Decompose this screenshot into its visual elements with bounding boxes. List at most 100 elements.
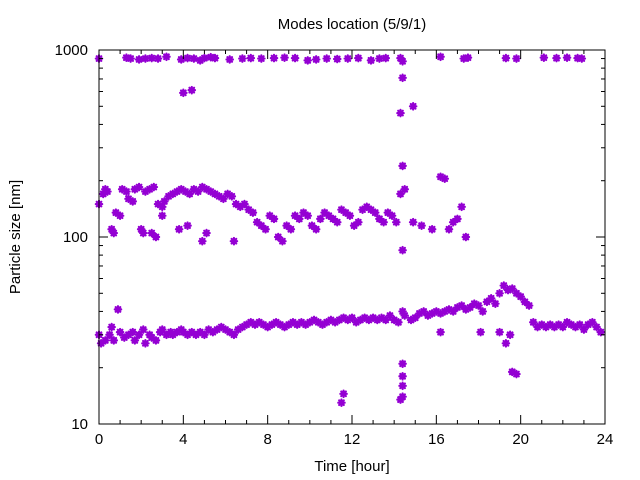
data-point	[151, 336, 161, 345]
data-point	[183, 53, 192, 63]
data-point	[242, 320, 251, 329]
data-point	[280, 322, 289, 332]
data-point	[122, 187, 131, 196]
data-point	[250, 320, 260, 329]
data-point	[122, 53, 131, 62]
data-point	[453, 303, 462, 312]
data-point	[396, 395, 405, 404]
data-point	[107, 224, 116, 234]
data-point	[198, 236, 207, 246]
data-points	[94, 52, 606, 407]
data-point	[214, 192, 224, 201]
data-point	[512, 369, 521, 379]
data-point	[210, 189, 220, 199]
data-point	[332, 217, 342, 227]
data-point	[358, 205, 367, 214]
data-point	[164, 192, 173, 201]
data-point	[444, 305, 454, 314]
data-point	[246, 53, 256, 63]
data-point	[337, 205, 346, 214]
data-point	[103, 187, 112, 196]
data-point	[415, 309, 424, 318]
data-point	[491, 299, 500, 308]
data-point	[219, 194, 228, 204]
data-point	[503, 285, 513, 295]
data-point	[381, 53, 391, 63]
data-point	[273, 232, 283, 242]
y-tick-label: 100	[63, 229, 88, 246]
data-point	[389, 315, 399, 325]
data-point	[151, 232, 161, 242]
data-point	[326, 315, 336, 325]
data-point	[463, 53, 473, 62]
data-point	[408, 217, 418, 227]
data-point	[387, 211, 397, 220]
data-point	[271, 317, 281, 327]
data-point	[290, 53, 300, 63]
data-point	[469, 299, 479, 308]
x-tick-label: 20	[512, 431, 529, 448]
data-point	[370, 208, 380, 217]
data-point	[288, 317, 298, 327]
chart-title: Modes location (5/9/1)	[278, 16, 426, 33]
data-point	[134, 55, 144, 64]
data-point	[223, 189, 232, 199]
data-point	[566, 320, 576, 329]
data-point	[187, 85, 197, 95]
data-point	[153, 199, 163, 209]
data-point	[181, 187, 190, 196]
data-point	[512, 54, 521, 63]
data-point	[212, 325, 222, 334]
data-point	[349, 221, 359, 230]
data-point	[187, 327, 197, 337]
data-point	[354, 53, 363, 63]
y-axis-label: Particle size [nm]	[7, 180, 24, 294]
data-point	[408, 101, 418, 111]
data-point	[341, 208, 350, 217]
data-point	[282, 221, 291, 230]
data-point	[516, 292, 525, 301]
data-point	[505, 330, 515, 340]
data-point	[478, 307, 488, 316]
data-point	[398, 245, 407, 255]
data-point	[303, 211, 313, 220]
data-point	[571, 322, 580, 332]
data-point	[436, 327, 445, 337]
data-point	[261, 224, 270, 234]
data-point	[269, 214, 279, 224]
data-point	[368, 313, 378, 323]
data-point	[307, 221, 317, 230]
data-point	[453, 214, 462, 224]
data-point	[128, 327, 138, 337]
data-point	[141, 54, 150, 63]
data-point	[465, 303, 475, 312]
data-point	[398, 161, 407, 171]
data-point	[396, 108, 405, 118]
data-point	[147, 53, 157, 63]
data-point	[322, 54, 331, 63]
data-point	[495, 327, 504, 337]
data-point	[136, 224, 146, 234]
data-point	[117, 184, 127, 194]
data-point	[379, 217, 388, 227]
data-point	[444, 224, 454, 234]
data-point	[391, 217, 401, 227]
data-point	[238, 322, 247, 332]
data-point	[138, 228, 148, 238]
data-point	[98, 189, 108, 199]
data-point	[200, 330, 209, 340]
data-point	[377, 313, 386, 323]
data-point	[107, 322, 116, 332]
data-point	[427, 224, 437, 234]
data-point	[501, 339, 511, 348]
data-point	[231, 199, 241, 209]
data-point	[398, 57, 407, 66]
data-point	[554, 320, 563, 329]
data-point	[216, 322, 226, 332]
data-point	[128, 197, 138, 206]
data-point	[198, 182, 207, 192]
data-point	[303, 56, 313, 65]
data-point	[259, 320, 268, 329]
data-point	[105, 330, 114, 340]
